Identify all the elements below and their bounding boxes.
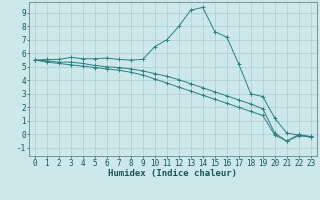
X-axis label: Humidex (Indice chaleur): Humidex (Indice chaleur) bbox=[108, 169, 237, 178]
